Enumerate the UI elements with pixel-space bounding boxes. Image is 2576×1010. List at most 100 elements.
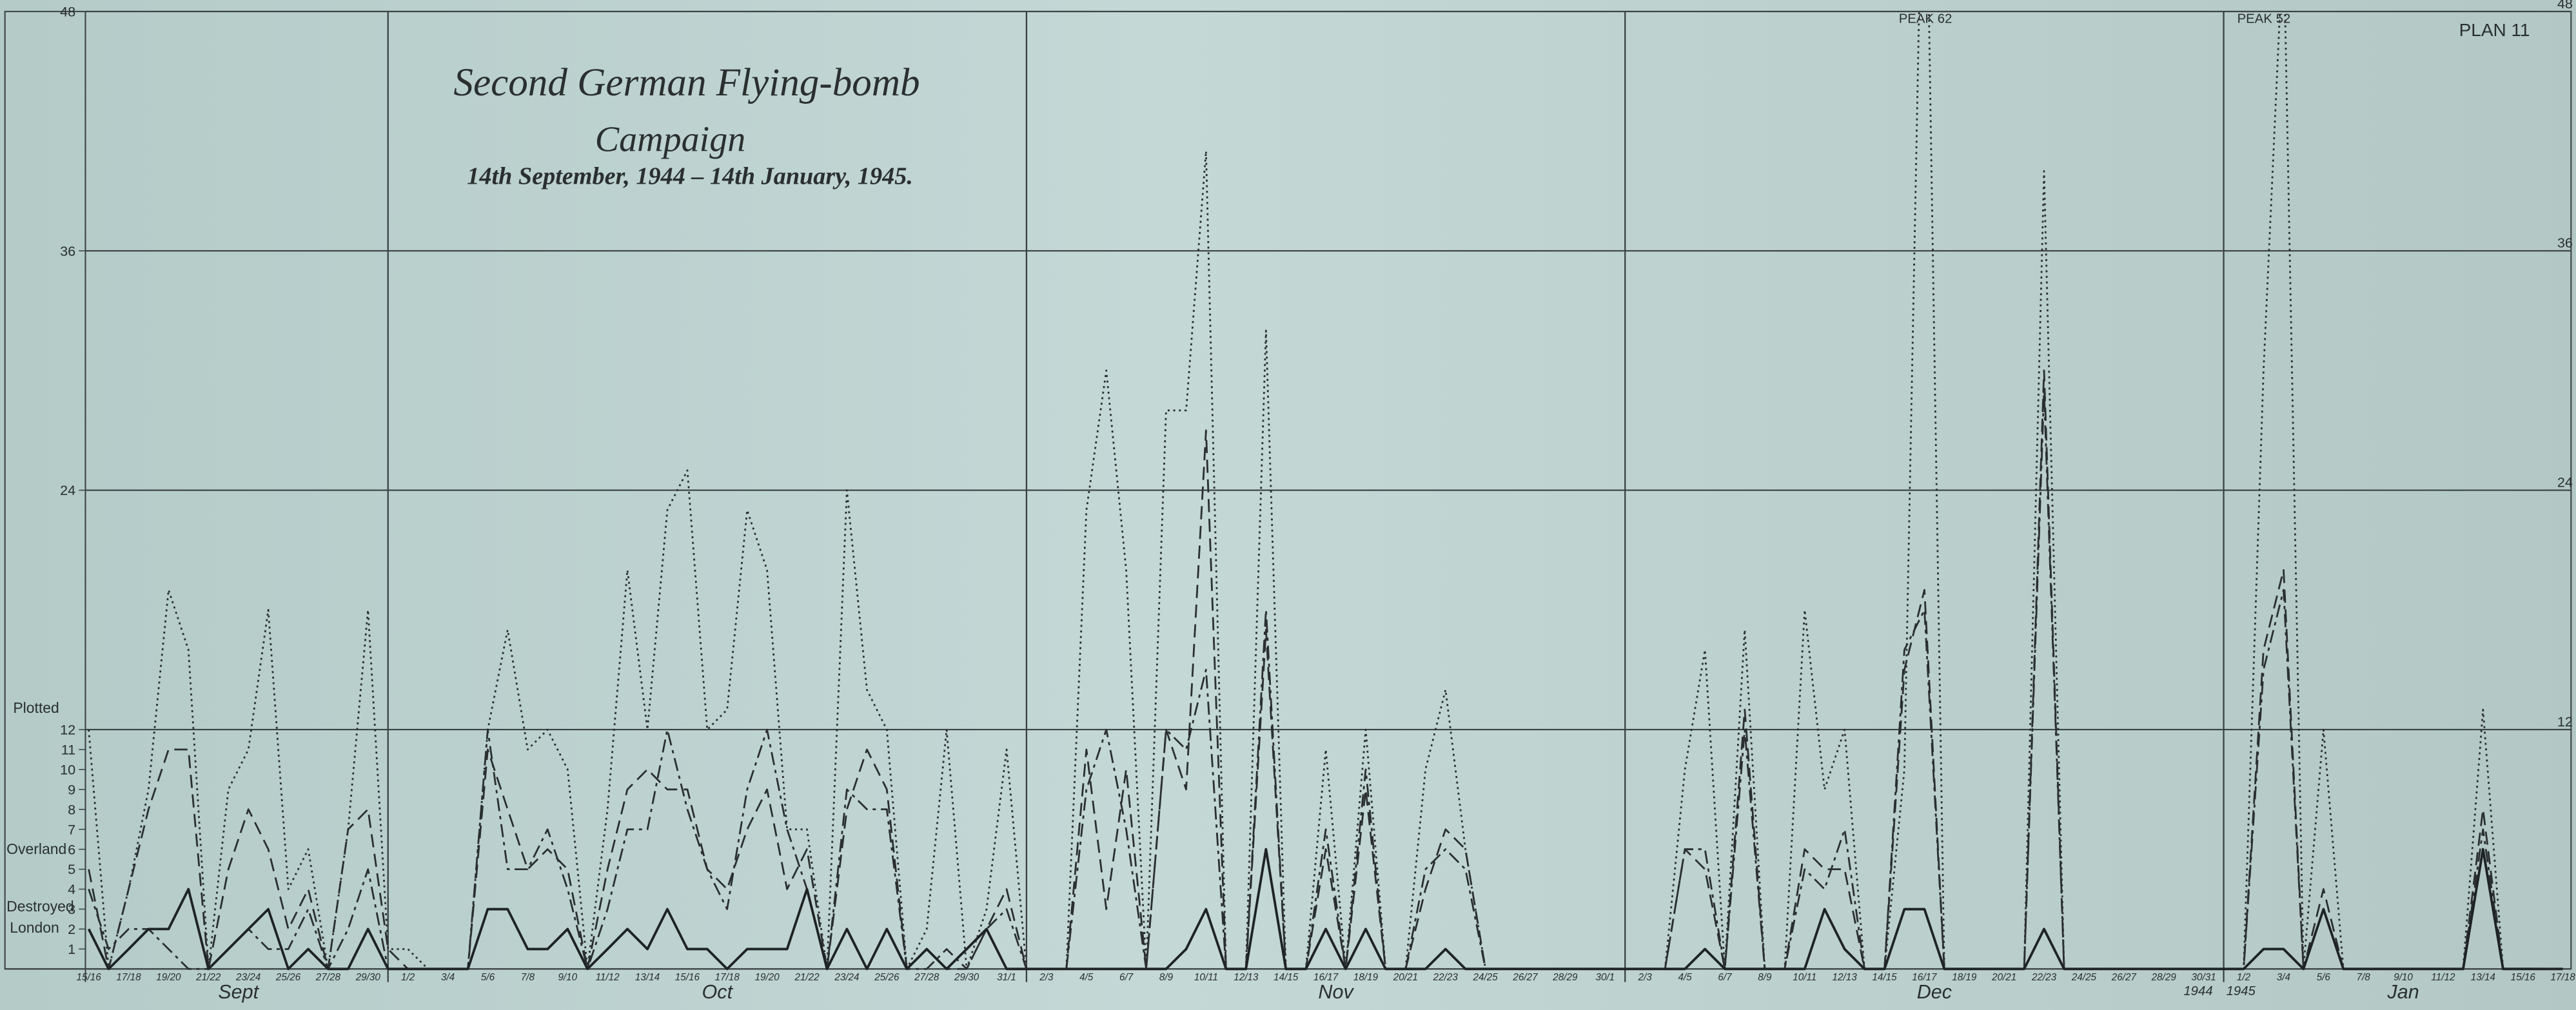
data-line [88,11,2563,970]
x-tick-label: 13/14 [2471,972,2495,983]
x-tick-label: 18/19 [1353,972,1379,983]
x-tick-label: 20/21 [1991,972,2016,983]
x-tick-label: 16/17 [1313,972,1339,983]
chart-title: Second German Flying-bomb [453,61,919,104]
x-tick-label: 3/4 [2277,972,2290,983]
x-tick-label: 2/3 [1638,972,1653,983]
x-tick-label: 14/15 [1872,972,1897,983]
x-tick-label: 11/12 [596,972,620,983]
x-tick-label: 7/8 [521,972,535,983]
x-tick-label: 22/23 [2031,972,2057,983]
x-tick-label: 5/6 [2317,972,2331,983]
chart-subtitle: 14th September, 1944 – 14th January, 194… [467,162,913,189]
x-tick-label: 27/28 [315,972,341,983]
y-tick-label: 36 [60,243,75,259]
x-tick-label: 13/14 [635,972,660,983]
x-tick-label: 26/27 [1512,972,1538,983]
x-tick-label: 28/29 [2151,972,2177,983]
x-tick-label: 9/10 [2394,972,2413,983]
y-tick-label: 9 [68,781,75,797]
x-tick-label: 31/1 [997,972,1016,983]
x-tick-label: 5/6 [481,972,495,983]
month-label: Dec [1917,981,1952,1003]
y-tick-label: 2 [68,921,75,937]
y-tick-label: 12 [60,722,75,738]
x-tick-label: 18/19 [1952,972,1977,983]
month-label: Oct [702,981,734,1003]
x-tick-label: 14/15 [1273,972,1299,983]
series-label: Overland [6,840,66,857]
x-tick-label: 29/30 [954,972,979,983]
data-line [88,369,2563,970]
y2-tick-label: 48 [2557,0,2573,12]
x-tick-label: 7/8 [2357,972,2371,983]
x-tick-label: 15/16 [675,972,700,983]
x-tick-label: 22/23 [1433,972,1459,983]
x-tick-label: 12/13 [1234,972,1259,983]
month-label: Jan [2386,981,2419,1003]
x-tick-label: 23/24 [235,972,261,983]
chart-title: Campaign [595,119,746,159]
x-tick-label: 30/1 [1595,972,1615,983]
x-tick-label: 8/9 [1758,972,1772,983]
x-tick-label: 21/22 [195,972,221,983]
x-tick-label: 29/30 [355,972,381,983]
x-tick-label: 8/9 [1159,972,1174,983]
x-tick-label: 25/26 [874,972,900,983]
series-group [87,11,2563,971]
x-tick-label: 2/3 [1039,972,1054,983]
x-tick-label: 4/5 [1678,972,1692,983]
y-tick-label: 48 [60,3,75,19]
x-tick-label: 16/17 [1912,972,1937,983]
x-tick-label: 19/20 [156,972,181,983]
y2-tick-label: 12 [2557,714,2573,730]
x-tick-label: 10/11 [1194,972,1218,983]
x-tick-label: 15/16 [76,972,101,983]
y-tick-label: 7 [68,821,75,837]
year-label: 1944 [2183,984,2212,998]
x-tick-label: 24/25 [1473,972,1499,983]
x-tick-label: 6/7 [1718,972,1732,983]
y2-tick-label: 36 [2557,235,2573,251]
month-label: Nov [1318,981,1354,1003]
x-tick-label: 17/18 [715,972,740,983]
y2-tick-label: 24 [2557,474,2573,490]
month-label: Sept [218,981,259,1003]
x-tick-label: 9/10 [558,972,577,983]
x-tick-label: 26/27 [2111,972,2137,983]
y-tick-label: 1 [68,941,75,957]
y-tick-label: 24 [60,482,75,498]
y-tick-label: 6 [68,841,75,857]
x-tick-label: 17/18 [2551,972,2576,983]
x-tick-label: 1/2 [2237,972,2251,983]
x-tick-label: 24/25 [2071,972,2097,983]
x-tick-label: 23/24 [834,972,859,983]
annotation: PEAK 62 [1899,12,1952,26]
x-tick-label: 1/2 [401,972,415,983]
x-tick-label: 25/26 [275,972,301,983]
plan-label: PLAN 11 [2459,20,2530,40]
data-line [87,848,2563,971]
y-tick-label: 8 [68,801,75,817]
data-line [88,389,2563,970]
y-tick-label: 5 [68,861,75,877]
x-tick-label: 11/12 [2431,972,2455,983]
series-label: Plotted [13,699,59,716]
x-tick-label: 17/18 [116,972,141,983]
x-tick-label: 19/20 [755,972,780,983]
x-tick-label: 21/22 [794,972,820,983]
x-tick-label: 10/11 [1793,972,1816,983]
x-tick-label: 30/31 [2192,972,2216,983]
y-tick-label: 11 [61,742,75,758]
x-tick-label: 20/21 [1393,972,1418,983]
annotation: PEAK 52 [2237,12,2291,26]
x-tick-label: 28/29 [1552,972,1578,983]
y-tick-label: 4 [68,881,75,897]
y-tick-label: 10 [60,761,75,777]
y-tick-label: 3 [68,901,75,917]
series-label: Destroyed [6,898,74,915]
x-tick-label: 4/5 [1079,972,1094,983]
x-tick-label: 12/13 [1833,972,1858,983]
